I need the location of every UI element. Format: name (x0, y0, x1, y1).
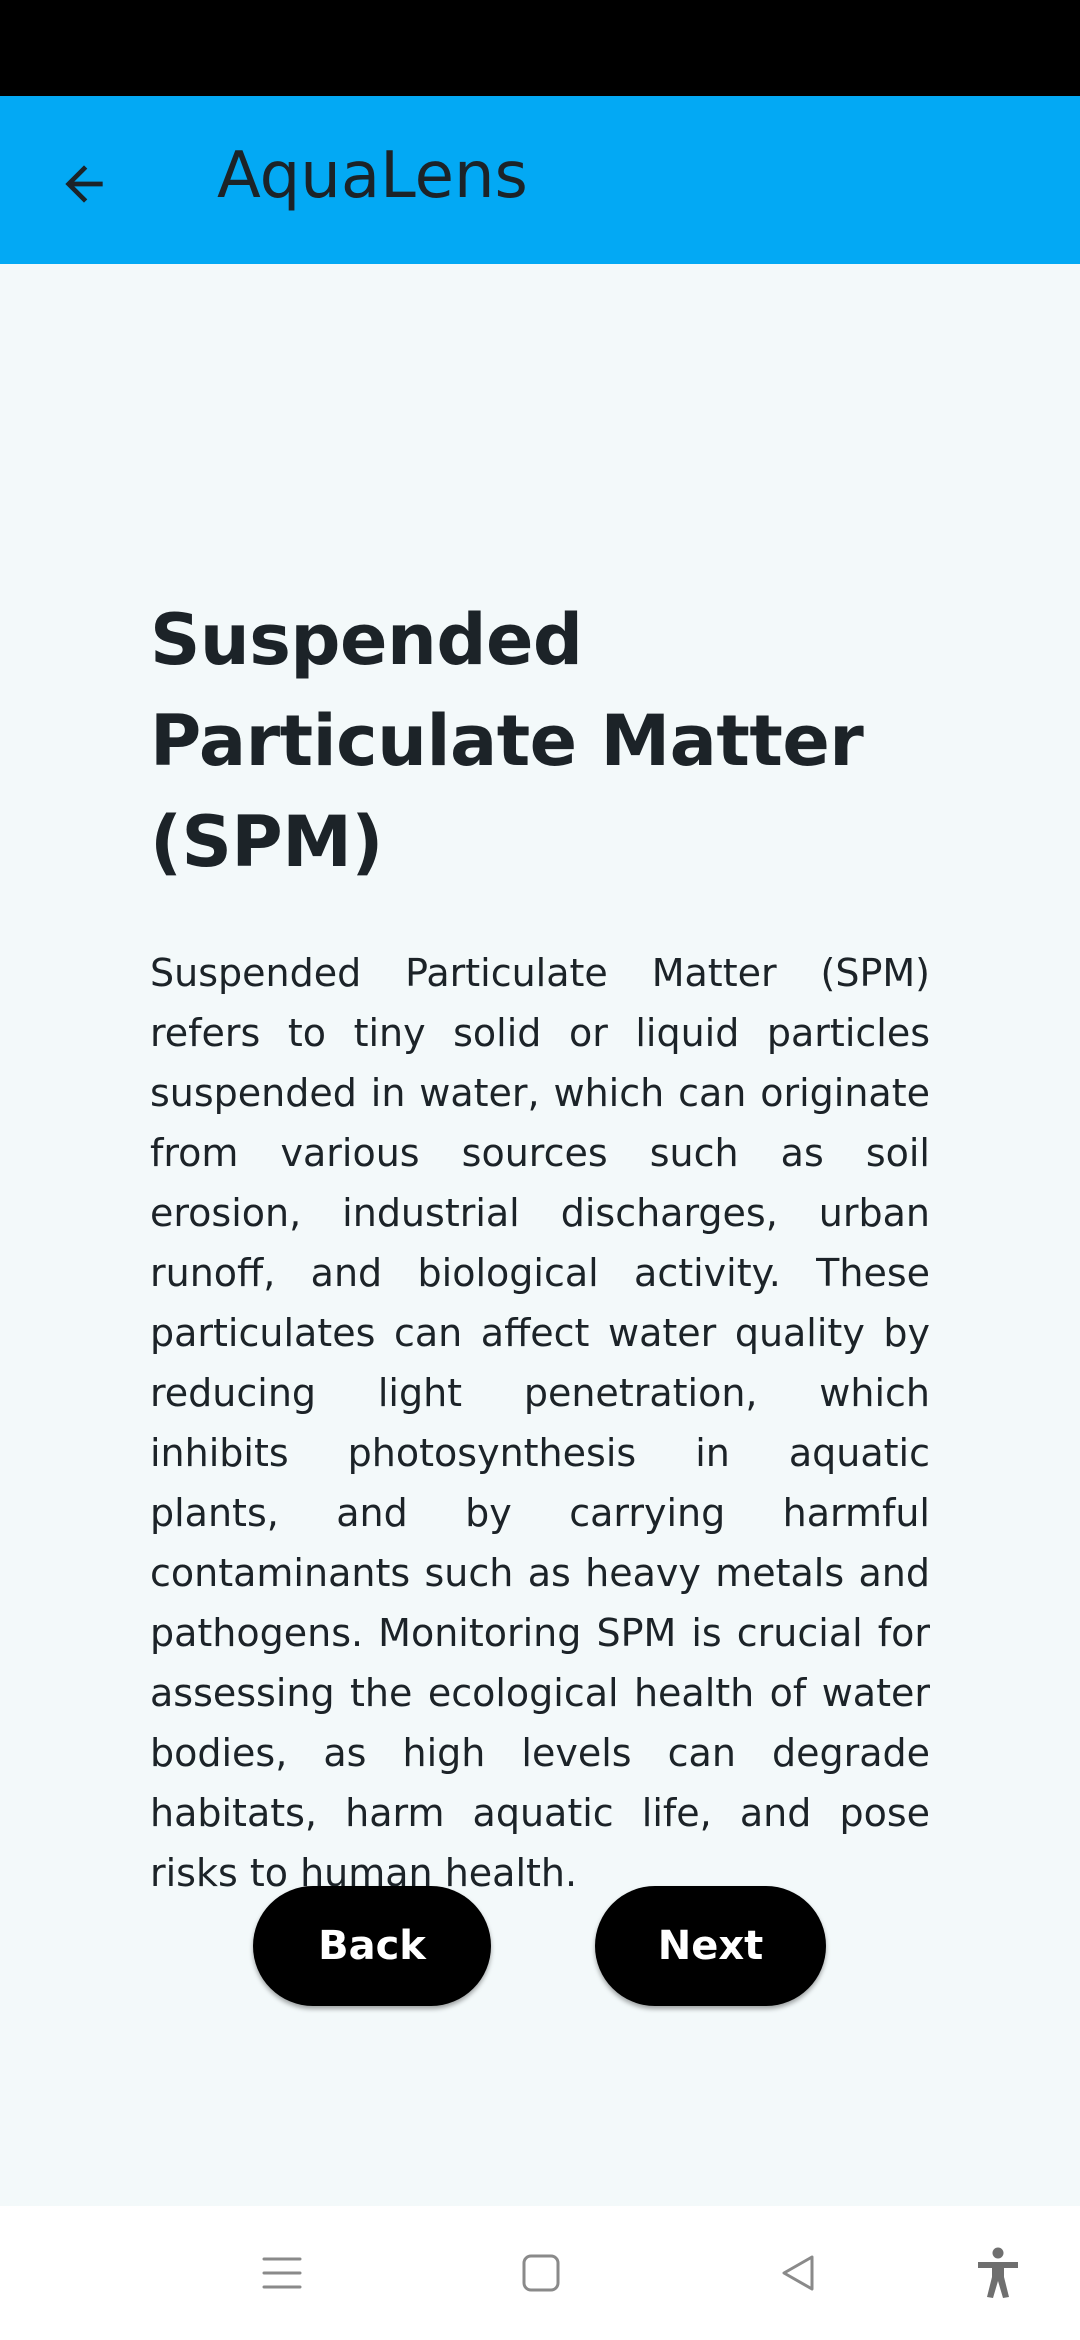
accessibility-icon[interactable] (968, 2243, 1028, 2303)
back-triangle-icon[interactable] (768, 2243, 828, 2303)
page-title: Suspended Particulate Matter (SPM) (150, 599, 864, 883)
back-button[interactable]: Back (253, 1886, 491, 2006)
arrow-left-icon[interactable] (40, 140, 128, 228)
home-square-icon[interactable] (511, 2243, 571, 2303)
app-bar: AquaLens (0, 96, 1080, 264)
next-button[interactable]: Next (595, 1886, 826, 2006)
menu-icon[interactable] (252, 2243, 312, 2303)
status-bar (0, 0, 1080, 96)
app-title: AquaLens (217, 139, 528, 213)
system-nav-bar (0, 2206, 1080, 2340)
description-text: Suspended Particulate Matter (SPM) refer… (150, 951, 930, 1895)
content-section: Suspended Particulate Matter (SPM) Suspe… (150, 590, 930, 1903)
